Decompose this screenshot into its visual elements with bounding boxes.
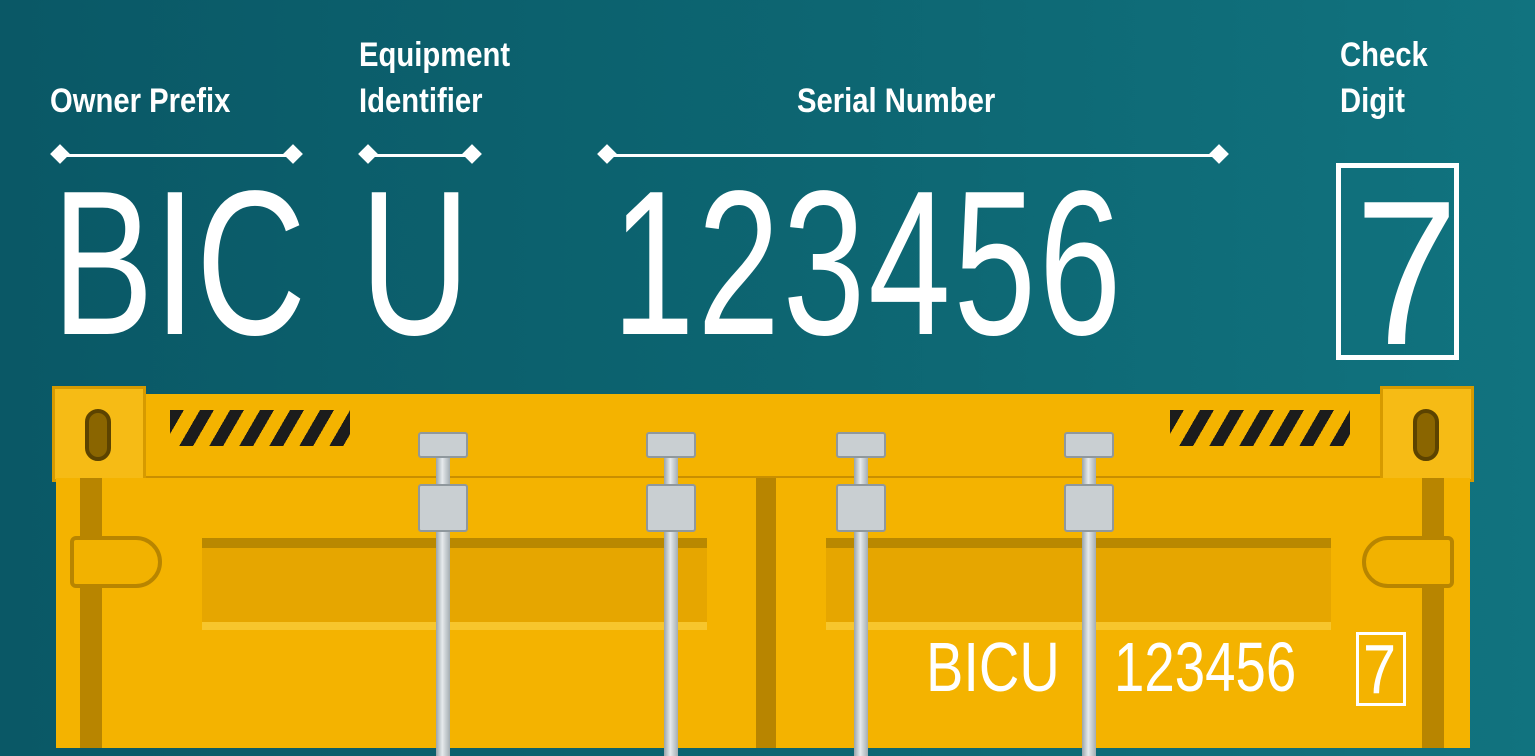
rod-guide-top-2 bbox=[646, 432, 696, 458]
equipment-identifier-label: Equipment Identifier bbox=[359, 36, 511, 120]
door-hinge-right bbox=[1362, 536, 1454, 588]
container-marking-check-box: 7 bbox=[1356, 632, 1406, 706]
owner-prefix-label: Owner Prefix bbox=[50, 82, 231, 120]
rod-guide-1 bbox=[418, 484, 468, 532]
hazard-stripes-left bbox=[170, 410, 350, 446]
check-digit-code: 7 bbox=[1355, 158, 1459, 388]
serial-number-bracket bbox=[607, 154, 1219, 157]
serial-number-label: Serial Number bbox=[797, 82, 996, 120]
rod-guide-2 bbox=[646, 484, 696, 532]
rod-guide-top-3 bbox=[836, 432, 886, 458]
door-edge-left bbox=[80, 478, 102, 748]
corner-post-left bbox=[52, 386, 146, 482]
rod-guide-top-4 bbox=[1064, 432, 1114, 458]
container-marking-prefix: BICU bbox=[926, 628, 1060, 706]
owner-prefix-code: BIC bbox=[52, 148, 307, 378]
serial-number-code: 123456 bbox=[612, 148, 1125, 378]
rod-guide-4 bbox=[1064, 484, 1114, 532]
check-digit-box: 7 bbox=[1336, 163, 1459, 376]
equipment-identifier-code: U bbox=[360, 148, 471, 378]
container-marking-check-digit: 7 bbox=[1363, 630, 1397, 708]
check-digit-label: Check Digit bbox=[1340, 36, 1428, 120]
corner-hole-right bbox=[1413, 409, 1439, 461]
door-seam bbox=[756, 478, 776, 748]
shipping-container-illustration: BICU 123456 7 bbox=[52, 386, 1474, 756]
rod-guide-3 bbox=[836, 484, 886, 532]
door-hinge-left bbox=[70, 536, 162, 588]
corner-hole-left bbox=[85, 409, 111, 461]
door-panel-left bbox=[202, 538, 707, 630]
owner-prefix-bracket bbox=[60, 154, 293, 157]
hazard-stripes-right bbox=[1170, 410, 1350, 446]
corner-post-right bbox=[1380, 386, 1474, 482]
container-marking-serial: 123456 bbox=[1114, 628, 1297, 706]
equipment-identifier-bracket bbox=[368, 154, 472, 157]
door-edge-right bbox=[1422, 478, 1444, 748]
door-panel-right bbox=[826, 538, 1331, 630]
rod-guide-top-1 bbox=[418, 432, 468, 458]
